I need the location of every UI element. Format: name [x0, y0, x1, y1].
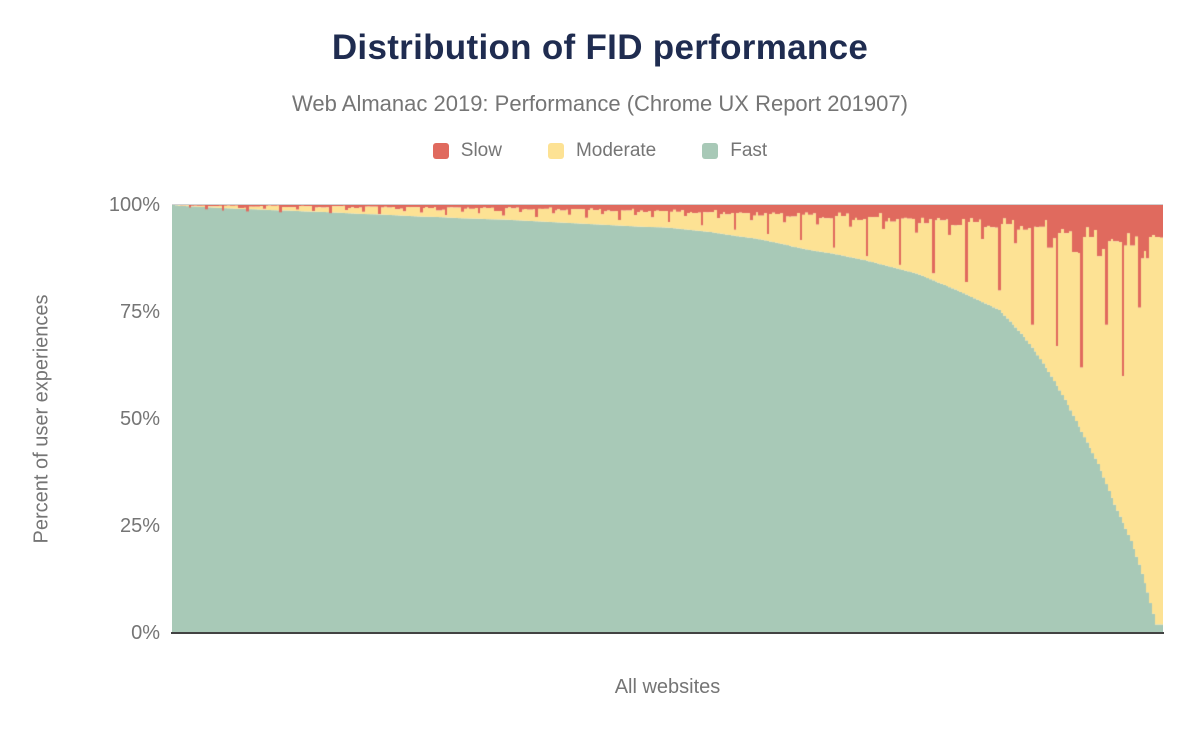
y-tick-75: 75% [119, 301, 160, 323]
legend-item-fast: Fast [702, 140, 767, 162]
x-axis-line [171, 632, 1164, 634]
chart-subtitle: Web Almanac 2019: Performance (Chrome UX… [292, 91, 908, 116]
y-tick-0: 0% [131, 622, 160, 644]
legend-swatch-fast-icon [702, 143, 719, 159]
legend-swatch-slow-icon [432, 143, 449, 159]
legend-swatch-moderate-icon [547, 143, 564, 159]
y-tick-25: 25% [119, 515, 160, 537]
legend-label-slow: Slow [460, 140, 502, 161]
legend-label-fast: Fast [730, 140, 768, 161]
legend-item-moderate: Moderate [547, 140, 657, 162]
legend-item-slow: Slow [432, 140, 502, 162]
y-tick-100: 100% [108, 194, 160, 216]
chart-legend: Slow Moderate Fast [0, 140, 1200, 162]
x-axis-label: All websites [614, 676, 721, 698]
chart-title: Distribution of FID performance [331, 28, 869, 67]
plot-canvas [172, 205, 1163, 633]
y-tick-50: 50% [119, 408, 160, 430]
legend-label-moderate: Moderate [575, 140, 657, 161]
gridline-100-percent [172, 204, 1163, 205]
